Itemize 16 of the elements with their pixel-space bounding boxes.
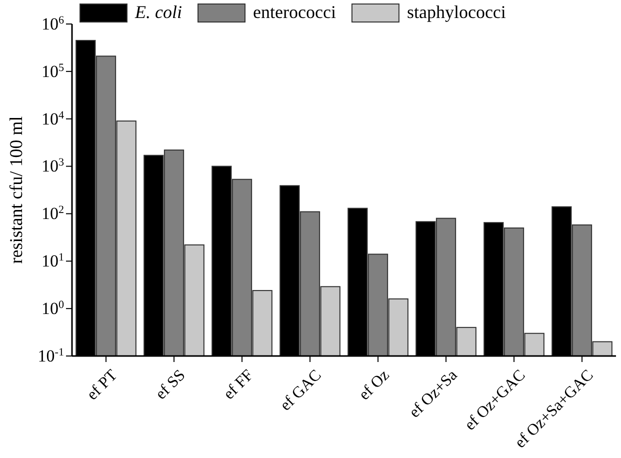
y-tick-label: 10$^{4}$ — [41, 109, 64, 128]
y-tick-label: 10$^{1}$ — [41, 252, 64, 271]
y-tick-label: 10$^{-1}$ — [38, 346, 64, 366]
y-axis-title: resistant cfu/ 100 ml — [6, 116, 26, 264]
x-tick-label: ef FF — [220, 366, 257, 403]
legend-label: E. coli — [134, 2, 182, 22]
y-tick-label: 10$^{2}$ — [41, 204, 64, 224]
x-tick-label: ef SS — [152, 366, 189, 403]
y-tick-label: 10$^{6}$ — [41, 14, 64, 34]
y-tick-label: 10$^{3}$ — [41, 156, 64, 176]
legend-label: enterococci — [253, 2, 336, 22]
x-tick-label: ef Oz — [356, 366, 393, 404]
legend-label: staphylococci — [406, 2, 506, 22]
y-tick-label: 10$^{5}$ — [41, 62, 64, 81]
x-tick-label: ef PT — [84, 366, 121, 404]
y-tick-label: 10$^{0}$ — [41, 299, 64, 318]
